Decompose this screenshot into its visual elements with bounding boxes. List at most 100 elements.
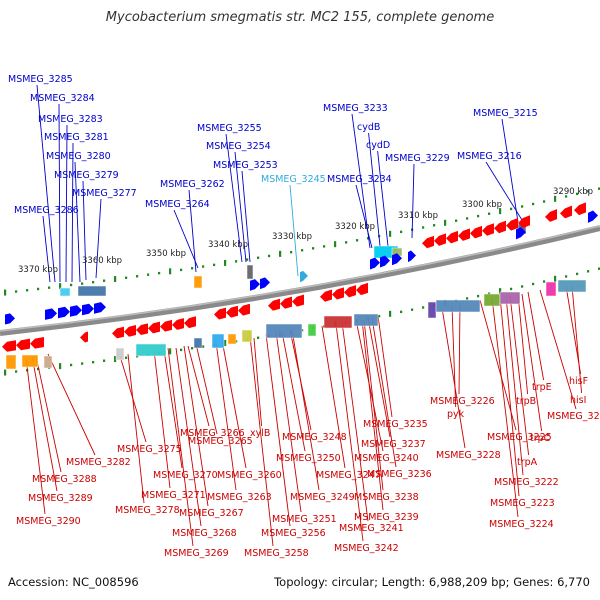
ruler-dot [158,271,161,275]
leader-line [479,299,517,431]
gene-label-msmeg-3245: MSMEG_3245 [261,174,326,185]
ruler-dot [180,348,183,352]
forward-leader-lines [36,84,523,283]
ruler-major-tick [169,348,172,355]
ruler-dot [15,290,18,293]
leader-line [509,295,530,456]
reverse-gene-arrow [148,321,160,334]
reverse-gene-arrow [16,338,30,351]
reverse-gene-arrow [494,220,506,234]
feature-box [307,323,317,337]
leader-line [275,331,302,513]
gene-label-msmeg-3290: MSMEG_3290 [16,516,81,527]
forward-gene-arrow [260,277,270,290]
forward-gene-arrow [516,227,526,240]
gene-label-msmeg-3253: MSMEG_3253 [213,160,278,171]
ruler-dot [15,370,18,373]
ruler-dot [147,273,150,276]
leader-line [35,355,62,473]
ruler-major-tick [59,283,62,290]
gene-label-msmeg-3218: MSMEG_3218 [547,411,600,422]
leader-line [363,319,384,491]
gene-label-msmeg-3225: MSMEG_3225 [487,432,552,443]
map-title: Mycobacterium smegmatis str. MC2 155, co… [105,10,495,25]
ruler-dot [81,282,84,285]
ruler-major-tick [224,339,227,346]
ruler-dot [477,294,480,298]
leader-line [47,353,96,456]
gene-label-msmeg-3262: MSMEG_3262 [160,179,225,190]
reverse-gene-arrow [422,235,434,249]
ruler-dot [576,272,579,276]
gene-label-msmeg-3254: MSMEG_3254 [206,141,271,152]
gene-label-msmeg-3242: MSMEG_3242 [334,543,399,554]
reverse-gene-arrow [320,289,332,302]
leader-line [188,189,197,273]
leader-line [221,339,247,469]
gene-label-msmeg-3223: MSMEG_3223 [490,498,555,509]
ruler-dot [411,308,414,311]
feature-box [193,275,203,289]
ruler-dot [103,359,106,362]
reverse-gene-arrow [124,325,136,337]
gene-label-msmeg-3215: MSMEG_3215 [473,108,538,119]
feature-box [427,301,437,319]
ruler-dot [268,254,271,258]
reverse-gene-arrow [482,223,494,236]
reverse-gene-arrow [292,294,304,307]
feature-box [483,293,501,307]
gene-label-msmeg-3265: MSMEG_3265 [188,436,253,447]
reverse-gene-arrow [434,233,446,246]
gene-label-msmeg-3250: MSMEG_3250 [276,453,341,464]
ruler-major-tick [499,208,502,215]
genome-backbone [0,225,600,336]
forward-gene-arrow [300,270,308,283]
ruler-dot [422,226,425,229]
forward-gene-arrow [45,308,57,320]
feature-box [545,281,557,297]
gene-label-cydb: cydB [357,122,380,133]
leader-line [351,113,371,249]
feature-box [43,355,53,369]
ruler-dot [312,247,315,250]
ruler-dot [92,280,95,284]
leader-line [289,184,299,277]
ruler-dot [257,336,260,339]
feature-box [323,315,353,329]
gene-label-msmeg-3229: MSMEG_3229 [385,153,450,164]
ruler-dot [510,207,513,211]
ruler-dot [565,195,568,198]
reverse-gene-arrow [332,287,344,300]
gene-label-msmeg-3282: MSMEG_3282 [66,457,131,468]
gene-label-msmeg-3271: MSMEG_3271 [141,490,206,501]
leader-line [505,295,524,476]
gene-label-msmeg-3251: MSMEG_3251 [272,514,337,525]
leader-line [321,325,346,469]
leader-line [175,347,202,527]
leader-line [355,184,373,249]
ruler-dot [466,217,469,220]
gene-label-trpc: trpC [530,433,551,444]
leader-line [527,291,545,381]
leader-line [361,319,384,511]
gene-label-msmeg-3258: MSMEG_3258 [244,548,309,559]
ruler-dot [598,187,600,190]
ruler-dot [235,260,238,263]
reverse-gene-arrow [458,228,470,241]
leader-line [36,84,56,283]
gene-label-msmeg-3284: MSMEG_3284 [30,93,95,104]
ruler-dot [466,297,469,300]
gene-label-msmeg-3248: MSMEG_3248 [282,432,347,443]
ruler-dot [510,287,513,291]
ruler-dot [81,362,84,365]
leader-line [371,317,397,468]
ruler-major-tick [499,288,502,295]
ruler-major-tick [334,241,337,248]
leader-line [289,329,312,431]
leader-line [215,341,237,491]
feature-box [353,313,379,327]
gene-label-msmeg-3239: MSMEG_3239 [354,512,419,523]
gene-label-msmeg-3268: MSMEG_3268 [172,528,237,539]
ruler-dot [576,192,579,196]
reverse-gene-arrow [356,282,368,296]
